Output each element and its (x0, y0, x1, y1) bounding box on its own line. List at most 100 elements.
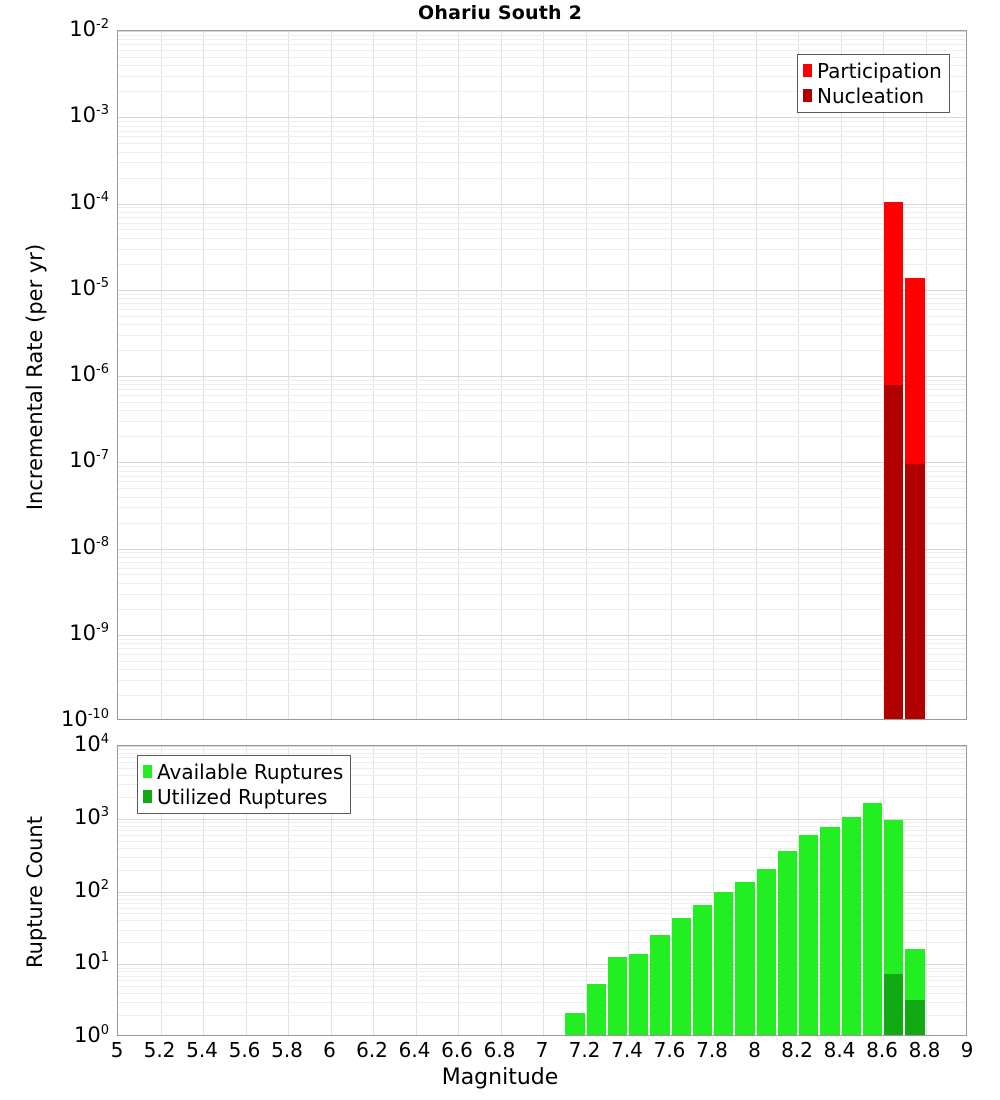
horizontal-gridline-major (118, 746, 966, 747)
horizontal-gridline-minor (118, 840, 966, 842)
bar (799, 834, 819, 1035)
legend-item-utilized-ruptures: Utilized Ruptures (143, 784, 343, 809)
horizontal-gridline-minor (118, 44, 966, 46)
horizontal-gridline-minor (118, 648, 966, 650)
bar (777, 850, 797, 1035)
horizontal-gridline-minor (118, 410, 966, 412)
x-axis-tick-label: 7.8 (696, 1038, 728, 1062)
vertical-gridline (713, 746, 714, 1035)
bar (905, 464, 925, 719)
vertical-gridline (670, 31, 672, 719)
vertical-gridline (458, 746, 459, 1035)
vertical-gridline (415, 31, 417, 719)
horizontal-gridline-minor (118, 582, 966, 584)
horizontal-gridline-minor (118, 561, 966, 563)
incremental-rate-panel (117, 30, 967, 720)
horizontal-gridline-minor (118, 136, 966, 138)
horizontal-gridline-minor (118, 315, 966, 317)
bar (692, 904, 712, 1035)
horizontal-gridline-minor (118, 481, 966, 483)
y-axis-tick-label: 10-3 (69, 103, 109, 128)
horizontal-gridline-minor (118, 76, 966, 78)
horizontal-gridline-minor (118, 151, 966, 153)
legend-label-participation: Participation (817, 58, 942, 83)
legend-label-available-ruptures: Available Ruptures (157, 759, 344, 784)
horizontal-gridline-major (118, 818, 966, 820)
horizontal-gridline-minor (118, 143, 966, 145)
horizontal-gridline-minor (118, 638, 966, 640)
horizontal-gridline-major (118, 117, 966, 119)
bar (905, 1000, 925, 1035)
x-axis-tick-label: 7.4 (611, 1038, 643, 1062)
vertical-gridline (203, 31, 204, 719)
x-axis-tick-label: 8.6 (866, 1038, 898, 1062)
vertical-gridline (245, 31, 247, 719)
incremental-rate-plot-area (118, 31, 966, 719)
horizontal-gridline-minor (118, 847, 966, 849)
x-axis-tick-label: 5.6 (228, 1038, 261, 1062)
horizontal-gridline-minor (118, 784, 966, 786)
horizontal-gridline-major (118, 634, 966, 636)
horizontal-gridline-minor (118, 762, 966, 764)
horizontal-gridline-minor (118, 608, 966, 610)
bar (650, 934, 670, 1035)
horizontal-gridline-minor (118, 229, 966, 231)
y-axis-tick-label: 100 (73, 1023, 109, 1047)
horizontal-gridline-minor (118, 389, 966, 391)
horizontal-gridline-minor (118, 653, 966, 655)
vertical-gridline (798, 31, 799, 719)
bar (671, 918, 691, 1035)
vertical-gridline (330, 31, 332, 719)
horizontal-gridline-minor (118, 121, 966, 123)
horizontal-gridline-minor (118, 91, 966, 93)
legend-label-nucleation: Nucleation (817, 83, 925, 108)
vertical-gridline (415, 746, 417, 1035)
horizontal-gridline-minor (118, 324, 966, 326)
x-axis-tick-label: 8.4 (823, 1038, 856, 1062)
horizontal-gridline-major (118, 964, 966, 966)
vertical-gridline (500, 746, 502, 1035)
horizontal-gridline-minor (118, 466, 966, 468)
vertical-gridline (628, 746, 629, 1035)
horizontal-gridline-minor (118, 796, 966, 798)
horizontal-gridline-minor (118, 869, 966, 871)
x-axis-tick-label: 6.6 (441, 1038, 473, 1062)
vertical-gridline (543, 746, 544, 1035)
horizontal-gridline-minor (118, 436, 966, 438)
horizontal-gridline-minor (118, 216, 966, 218)
horizontal-gridline-minor (118, 65, 966, 67)
vertical-gridline (245, 746, 247, 1035)
horizontal-gridline-minor (118, 50, 966, 52)
y-axis-tick-label: 102 (73, 877, 109, 902)
horizontal-gridline-minor (118, 669, 966, 671)
x-axis-tick-label: 5.2 (143, 1038, 176, 1062)
vertical-gridline (330, 746, 332, 1035)
horizontal-gridline-major (118, 891, 966, 893)
y-axis-tick-label: 104 (73, 732, 109, 756)
participation-color-swatch (803, 64, 812, 77)
horizontal-gridline-minor (118, 401, 966, 403)
horizontal-gridline-minor (118, 574, 966, 576)
vertical-gridline (883, 746, 884, 1035)
horizontal-gridline-minor (118, 898, 966, 900)
page-title: Ohariu South 2 (417, 2, 583, 24)
x-axis-tick-label: 7 (535, 1038, 549, 1062)
horizontal-gridline-minor (118, 303, 966, 305)
x-axis-tick-label: 7.2 (568, 1038, 601, 1062)
horizontal-gridline-minor (118, 993, 966, 995)
horizontal-gridline-minor (118, 488, 966, 490)
horizontal-gridline-minor (118, 856, 966, 858)
horizontal-gridline-minor (118, 825, 966, 827)
vertical-gridline (585, 31, 587, 719)
vertical-gridline (500, 31, 502, 719)
y-axis-tick-label: 10-6 (69, 362, 109, 386)
horizontal-gridline-minor (118, 556, 966, 558)
horizontal-gridline-minor (118, 384, 966, 386)
vertical-gridline (288, 31, 289, 719)
x-axis-tick-label: 8.2 (781, 1038, 813, 1062)
horizontal-gridline-minor (118, 222, 966, 224)
horizontal-gridline-minor (118, 975, 966, 977)
y-axis-tick-label: 10-7 (69, 448, 109, 473)
bar (820, 826, 840, 1035)
